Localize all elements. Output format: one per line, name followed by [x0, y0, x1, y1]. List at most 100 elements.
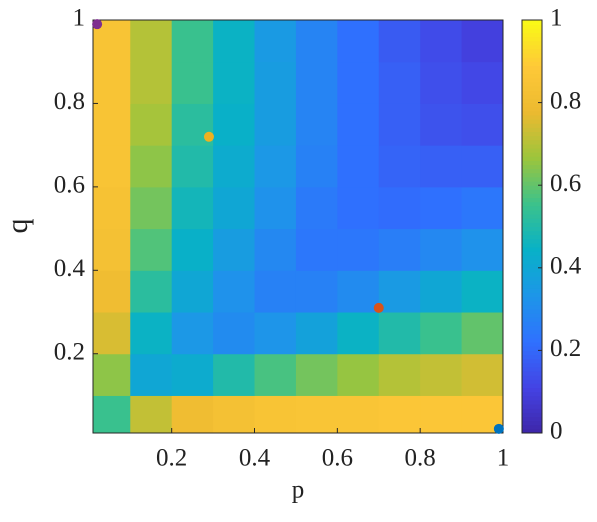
heat-cell	[295, 270, 338, 313]
colorbar-swatch	[522, 214, 542, 219]
heat-cell	[337, 228, 380, 271]
heat-cell	[378, 186, 421, 230]
colorbar-swatch	[522, 354, 542, 360]
heat-cell	[420, 103, 463, 146]
colorbar-swatch	[522, 346, 542, 351]
heat-cell	[171, 145, 214, 188]
colorbar-swatch	[522, 375, 542, 380]
heat-cell	[295, 103, 338, 146]
colorbar-swatch	[522, 110, 542, 116]
heat-cell	[420, 228, 463, 271]
colorbar-swatch	[522, 53, 542, 58]
heat-cell	[337, 312, 380, 355]
colorbar-swatch	[522, 243, 542, 248]
colorbar-swatch	[522, 201, 542, 207]
y-tick-label: 0.8	[54, 88, 85, 115]
colorbar-tick-label: 0.6	[550, 170, 581, 197]
heat-cell	[461, 145, 503, 188]
colorbar-swatch	[522, 391, 542, 397]
colorbar-swatch	[522, 259, 542, 265]
heat-cell	[213, 145, 256, 188]
colorbar-swatch	[522, 304, 542, 310]
colorbar-swatch	[522, 271, 542, 277]
heat-cell	[295, 20, 338, 63]
heat-cell	[130, 61, 173, 104]
heat-cell	[213, 186, 256, 230]
colorbar-swatch	[522, 387, 542, 393]
colorbar-swatch	[522, 209, 542, 215]
heat-cell	[337, 270, 380, 313]
colorbar-swatch	[522, 284, 542, 289]
colorbar-swatch	[522, 222, 542, 227]
heat-cell	[337, 61, 380, 104]
scatter-point	[373, 302, 384, 313]
heat-cell	[461, 353, 503, 396]
colorbar-swatch	[522, 102, 542, 108]
colorbar-swatch	[522, 296, 542, 302]
colorbar-swatch	[522, 292, 542, 298]
colorbar-swatch	[522, 69, 542, 75]
colorbar-swatch	[522, 61, 542, 66]
scatter-point	[203, 131, 214, 142]
y-axis-label: q	[1, 219, 34, 234]
colorbar-swatch	[522, 362, 542, 368]
heat-cell	[420, 20, 463, 63]
heat-cell	[171, 270, 214, 313]
heat-cell	[378, 353, 421, 396]
colorbar-swatch	[522, 94, 542, 99]
colorbar-swatch	[522, 238, 542, 244]
x-tick-label: 0.6	[322, 445, 353, 472]
heat-cell	[295, 312, 338, 355]
heat-cell	[213, 270, 256, 313]
heat-cell	[254, 312, 297, 355]
heat-cell	[171, 312, 214, 355]
colorbar-swatch	[522, 77, 542, 83]
scatter-point	[92, 19, 103, 30]
heat-cell	[93, 395, 131, 433]
colorbar-swatch	[522, 309, 542, 314]
colorbar-swatch	[522, 164, 542, 170]
colorbar-swatch	[522, 24, 542, 29]
heat-cell	[130, 312, 173, 355]
colorbar-swatch	[522, 424, 542, 430]
heat-cell	[461, 186, 503, 230]
colorbar-swatch	[522, 333, 542, 339]
colorbar-swatch	[522, 40, 542, 46]
heat-cell	[337, 186, 380, 230]
colorbar-swatch	[522, 383, 542, 389]
y-tick-label: 0.2	[54, 338, 85, 365]
heat-cell	[171, 395, 214, 433]
heat-cell	[295, 61, 338, 104]
colorbar-swatch	[522, 197, 542, 203]
x-tick-label: 0.8	[405, 445, 436, 472]
colorbar-swatch	[522, 371, 542, 376]
colorbar-swatch	[522, 36, 542, 42]
colorbar-swatch	[522, 65, 542, 71]
heat-cell	[378, 270, 421, 313]
colorbar-swatch	[522, 247, 542, 252]
heat-cell	[171, 186, 214, 230]
colorbar-swatch	[522, 408, 542, 413]
colorbar-swatch	[522, 226, 542, 232]
colorbar-swatch	[522, 135, 542, 141]
colorbar-swatch	[522, 399, 542, 405]
colorbar-swatch	[522, 313, 542, 318]
heat-cell	[254, 228, 297, 271]
colorbar-swatch	[522, 48, 542, 54]
colorbar-swatch	[522, 300, 542, 306]
heat-cell	[420, 270, 463, 313]
colorbar-tick-label: 0.4	[550, 253, 582, 280]
heat-cell	[337, 103, 380, 146]
heat-cell	[461, 103, 503, 146]
colorbar-swatch	[522, 251, 542, 256]
colorbar-swatch	[522, 366, 542, 372]
colorbar-swatch	[522, 181, 542, 186]
heat-cell	[337, 353, 380, 396]
x-tick-label: 0.2	[156, 445, 187, 472]
colorbar-swatch	[522, 280, 542, 285]
colorbar-swatch	[522, 317, 542, 322]
heat-cell	[337, 395, 380, 433]
heat-cell	[213, 61, 256, 104]
heat-cell	[171, 61, 214, 104]
